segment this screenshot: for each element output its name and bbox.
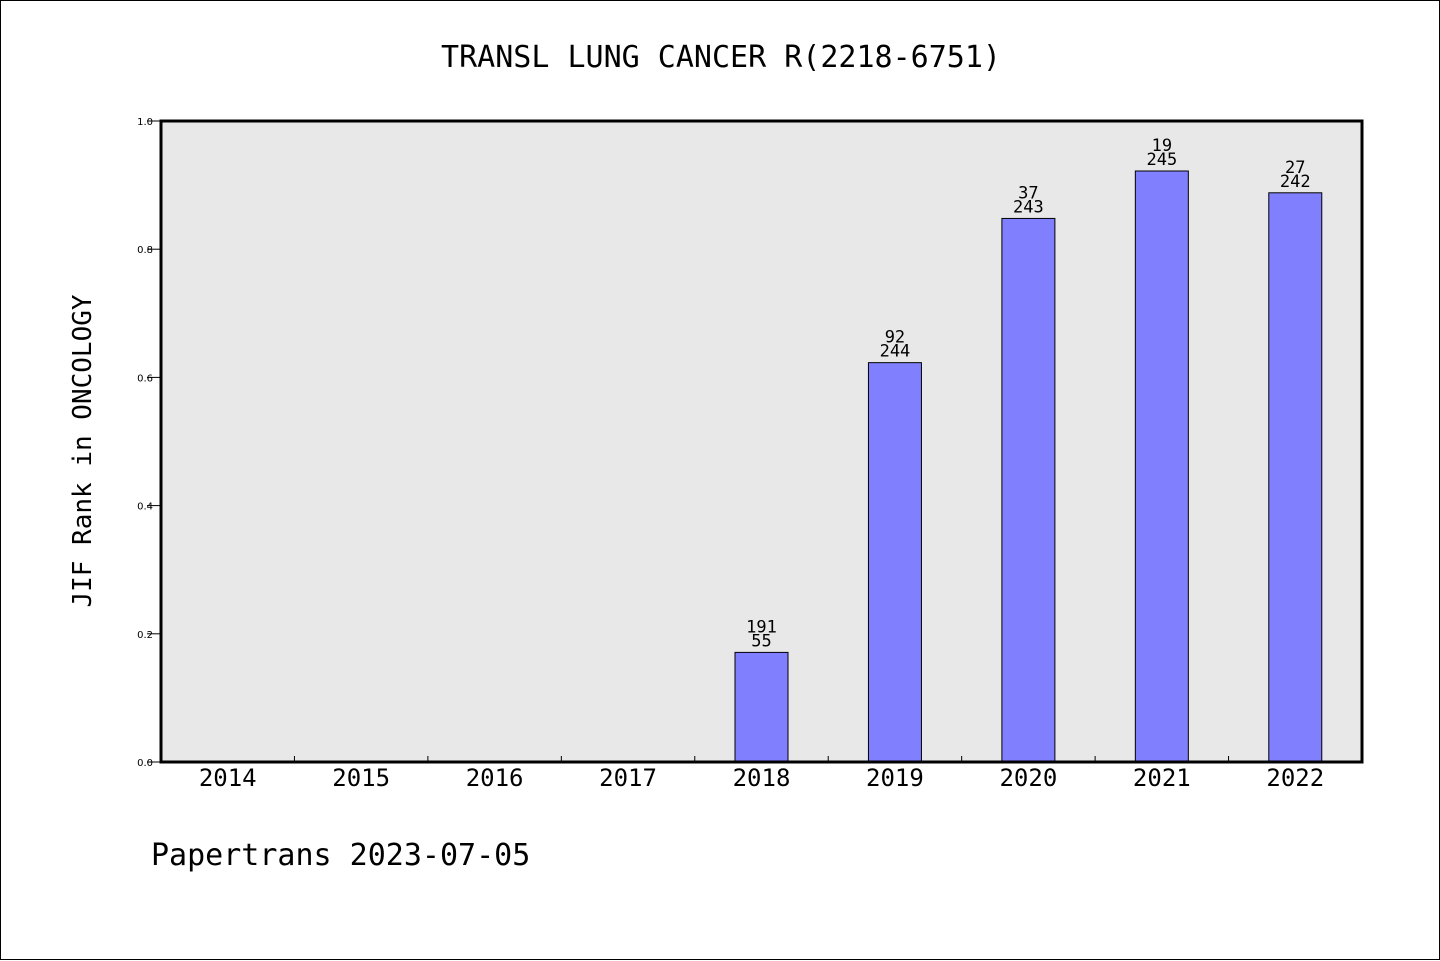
footer-credit: Papertrans 2023-07-05 [151, 838, 530, 873]
bar-label-rank: 27 [1285, 158, 1305, 178]
x-tick-label: 2020 [999, 764, 1057, 792]
x-tick-label: 2015 [332, 764, 390, 792]
plot-border [159, 119, 1364, 764]
y-axis-label: JIF Rank in ONCOLOGY [68, 294, 98, 607]
bar-label-rank: 37 [1018, 183, 1038, 203]
bars-group [734, 170, 1323, 763]
x-tick-label: 2014 [199, 764, 257, 792]
bar-label-total: 244 [880, 342, 911, 362]
y-axis-ticks: 0.0 0.2 0.4 0.6 0.8 1.0 [137, 117, 161, 769]
y-tick-label: 0.0 [137, 758, 153, 769]
bar-2019 [867, 362, 922, 763]
bar-2021 [1134, 170, 1189, 763]
x-tick-label: 2022 [1266, 764, 1324, 792]
x-tick-label: 2019 [866, 764, 924, 792]
x-tick-label: 2018 [733, 764, 791, 792]
bar-label-rank: 191 [746, 617, 777, 637]
bar-label-rank: 92 [885, 328, 905, 348]
x-axis-ticks: 2014 2015 2016 2017 2018 2019 2020 2021 2022 [199, 756, 1324, 792]
bar-2018 [734, 651, 789, 763]
bar-2020 [1001, 217, 1056, 763]
bar-label-rank: 19 [1152, 136, 1172, 156]
y-tick-label: 0.4 [137, 502, 153, 513]
y-tick-label: 0.6 [137, 373, 153, 384]
bar-label-total: 243 [1013, 197, 1044, 217]
x-tick-label: 2021 [1133, 764, 1191, 792]
y-tick-label: 0.8 [137, 245, 153, 256]
y-tick-label: 0.2 [137, 630, 153, 641]
bar-label-total: 242 [1280, 172, 1311, 192]
y-tick-label: 1.0 [137, 117, 153, 128]
x-tick-label: 2017 [599, 764, 657, 792]
bar-label-total: 245 [1146, 150, 1177, 170]
x-tick-label: 2016 [466, 764, 524, 792]
bar-2022 [1268, 192, 1323, 763]
bar-label-total: 55 [751, 631, 771, 651]
chart-title: TRANSL LUNG CANCER R(2218-6751) [441, 40, 1001, 75]
